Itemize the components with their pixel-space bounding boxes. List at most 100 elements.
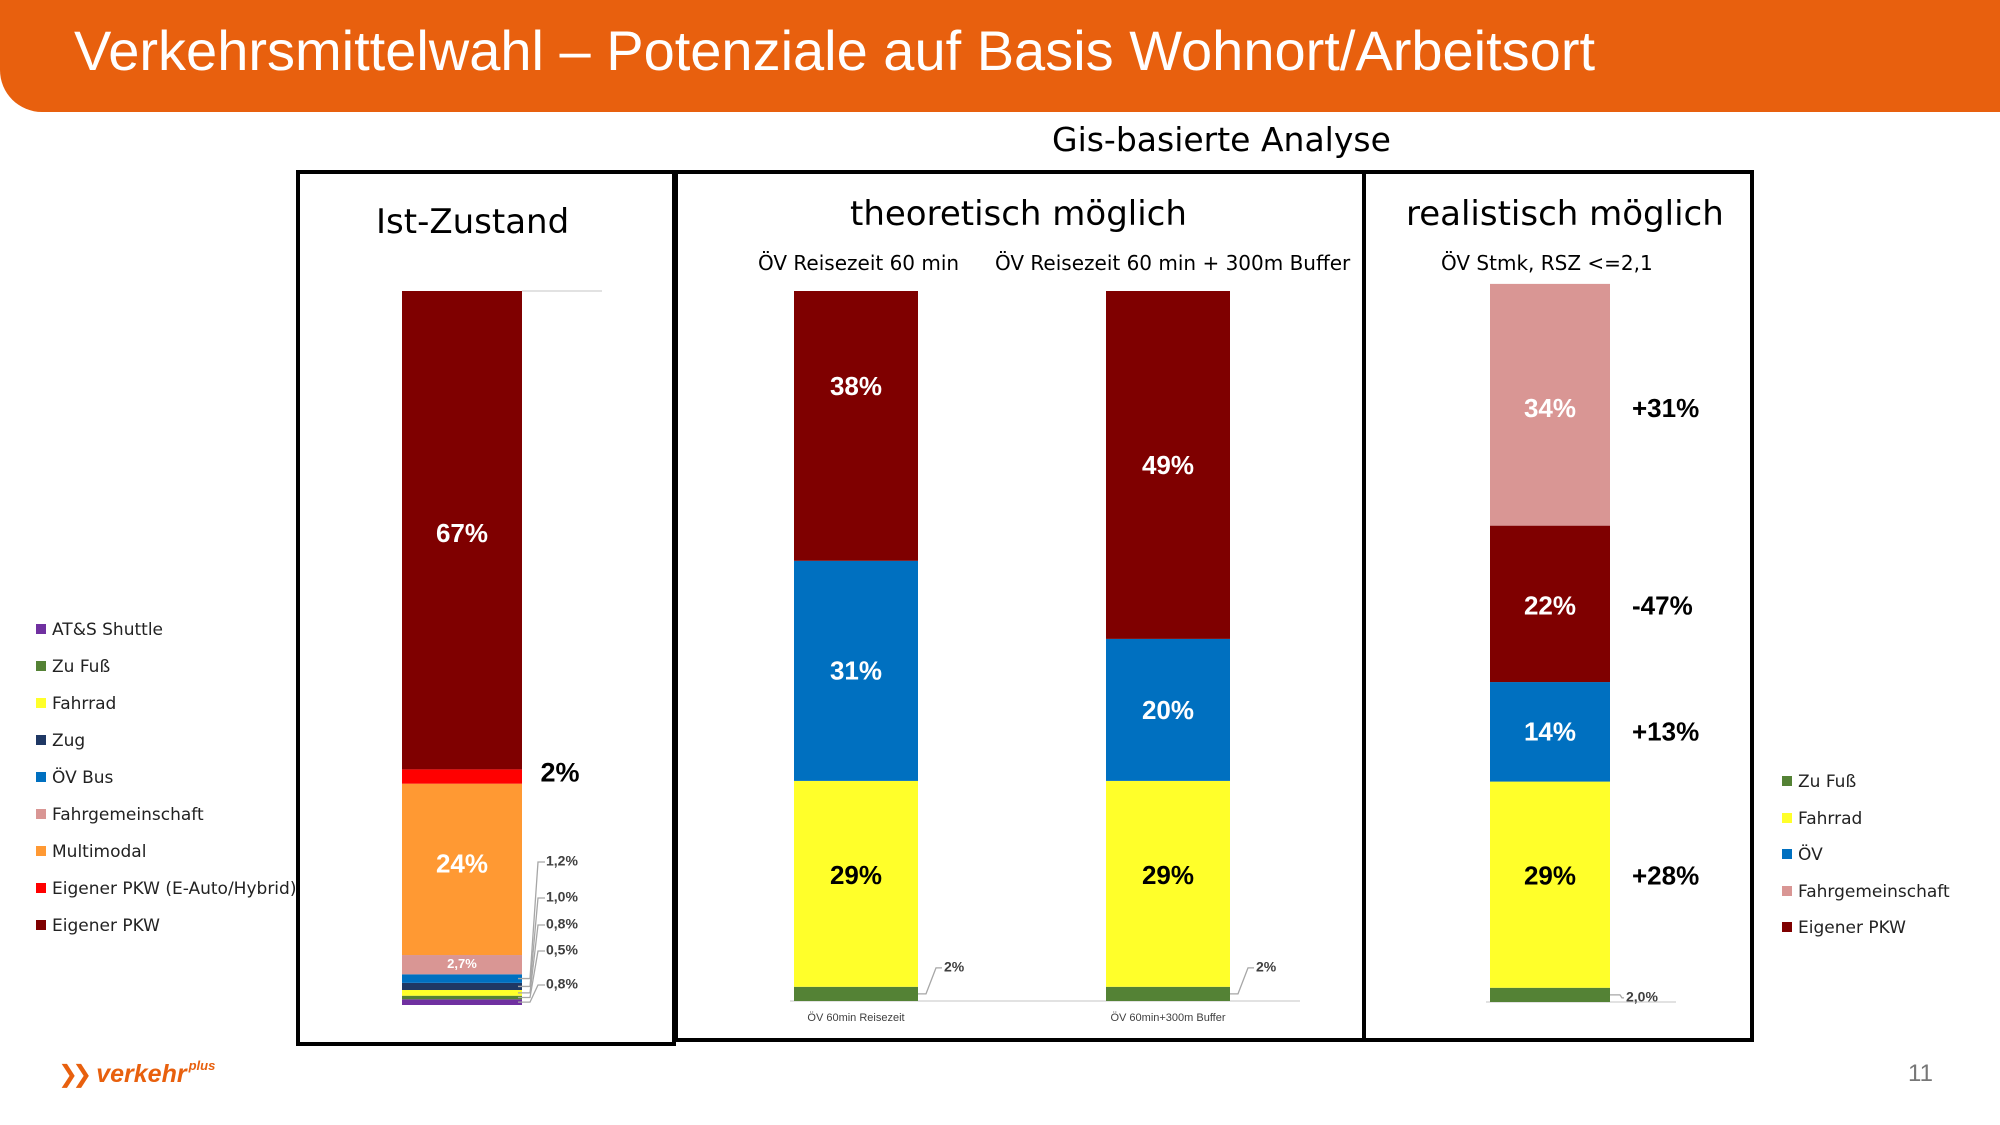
bar-segment (402, 995, 522, 1000)
legend-swatch (36, 772, 46, 782)
data-label: 29% (830, 860, 882, 890)
legend-label: Fahrrad (1798, 808, 1863, 829)
bar-segment (794, 291, 918, 561)
legend-label: ÖV Bus (52, 768, 114, 788)
data-label: 38% (830, 371, 882, 401)
data-label: 24% (436, 849, 488, 879)
legend-item: Zug (36, 731, 85, 751)
panel-theoretisch-sub-2: ÖV Reisezeit 60 min + 300m Buffer (995, 251, 1351, 275)
panel-ist-title: Ist-Zustand (376, 202, 570, 242)
bar-segment (1490, 283, 1610, 526)
data-label: +31% (1632, 393, 1699, 423)
legend-item: Eigener PKW (E-Auto/Hybrid) (36, 879, 296, 899)
bar-segment (402, 999, 522, 1005)
legend-item: Eigener PKW (36, 916, 160, 936)
leader-line (518, 984, 545, 1003)
bar-segment (794, 560, 918, 781)
data-label: 1,2% (546, 853, 578, 869)
data-label: 22% (1524, 591, 1576, 621)
bar-segment (1106, 291, 1230, 639)
legend-label: AT&S Shuttle (52, 620, 163, 640)
bar-segment (1106, 780, 1230, 987)
data-label: 29% (1142, 860, 1194, 890)
data-label: 2,7% (447, 956, 477, 971)
data-label: 20% (1142, 695, 1194, 725)
legend-item: Fahrgemeinschaft (1782, 882, 1950, 902)
analysis-subtitle: Gis-basierte Analyse (1052, 120, 1391, 159)
data-label: 14% (1524, 717, 1576, 747)
data-label: 31% (830, 656, 882, 686)
legend-label: Eigener PKW (1798, 918, 1906, 938)
leader-line (518, 950, 545, 999)
legend-swatch (36, 624, 46, 634)
data-label: 1,0% (546, 889, 578, 905)
chart-theoretisch: 2% 29% 31% 38% ÖV 60min Reisezeit 2% 29% 20% 49%… (790, 291, 1300, 1024)
legend-item: Fahrgemeinschaft (36, 805, 204, 825)
legend-item: ÖV (1782, 845, 1823, 865)
slide-title: Verkehrsmittelwahl – Potenziale auf Basi… (74, 19, 1596, 82)
legend-swatch (36, 661, 46, 671)
legend-item: Zu Fuß (36, 657, 110, 677)
data-label: 0,8% (546, 976, 578, 992)
data-label: 0,8% (546, 916, 578, 932)
legend-item: Eigener PKW (1782, 918, 1906, 938)
bar-segment (794, 780, 918, 987)
legend-swatch (1782, 849, 1792, 859)
category-label: ÖV 60min Reisezeit (807, 1012, 904, 1024)
bar-segment (1490, 682, 1610, 782)
leader-line (1610, 994, 1624, 999)
bar-segment (402, 990, 522, 996)
legend-label: ÖV (1798, 845, 1823, 865)
bar-segment (1490, 525, 1610, 683)
data-label: 2,0% (1626, 989, 1658, 1005)
panel-realistisch-title: realistisch möglich (1406, 194, 1724, 234)
bar-segment (402, 783, 522, 956)
legend-swatch (36, 883, 46, 893)
bar-segment (1490, 987, 1610, 1002)
legend-label: Fahrgemeinschaft (52, 805, 204, 825)
data-label: 34% (1524, 393, 1576, 423)
data-label: 0,5% (546, 942, 578, 958)
bar-segment (402, 982, 522, 991)
legend-item: Zu Fuß (1782, 772, 1856, 792)
panel-theoretisch-title: theoretisch möglich (850, 194, 1187, 234)
panel-realistisch-frame (1362, 170, 1754, 1042)
bar-segment (1106, 986, 1230, 1001)
data-label: +13% (1632, 717, 1699, 747)
legend-label: Eigener PKW (E-Auto/Hybrid) (52, 879, 297, 899)
data-label: +28% (1632, 860, 1699, 890)
legend-swatch (1782, 885, 1792, 896)
leader-line (518, 924, 545, 994)
data-label: 2% (1256, 959, 1277, 975)
legend-swatch (1782, 776, 1792, 786)
legend-swatch (1782, 922, 1792, 932)
legend-swatch (36, 698, 46, 708)
panel-theoretisch-sub-1: ÖV Reisezeit 60 min (758, 251, 960, 275)
data-label: 67% (436, 518, 488, 548)
title-bar: Verkehrsmittelwahl – Potenziale auf Basi… (0, 0, 2000, 112)
legend-item: AT&S Shuttle (36, 620, 163, 640)
category-label: ÖV 60min+300m Buffer (1110, 1012, 1225, 1024)
bar-segment (402, 955, 522, 975)
leader-line (1230, 967, 1254, 995)
data-label: 29% (1524, 860, 1576, 890)
legend-item: ÖV Bus (36, 768, 113, 788)
legend-swatch (1782, 812, 1792, 823)
bar-segment (402, 769, 522, 784)
bar-segment (794, 986, 918, 1001)
legend-label: Multimodal (52, 842, 147, 862)
leader-line (518, 861, 545, 980)
legend-item: Fahrrad (1782, 809, 1862, 829)
panel-realistisch-sub-1: ÖV Stmk, RSZ <=2,1 (1441, 251, 1653, 275)
bar-segment (402, 974, 522, 983)
page-number: 11 (1908, 1060, 1933, 1087)
verkehrplus-logo: ❯❯ verkehr plus (58, 1058, 215, 1089)
legend-left: AT&S Shuttle Zu Fuß Fahrrad Zug ÖV Bus Fahrge… (36, 620, 306, 940)
legend-label: Fahrrad (52, 694, 117, 714)
leader-line (518, 897, 545, 988)
legend-label: Fahrgemeinschaft (1798, 881, 1950, 902)
legend-swatch (36, 846, 46, 856)
double-chevron-icon: ❯❯ (58, 1060, 92, 1088)
bar-segment (402, 291, 522, 770)
